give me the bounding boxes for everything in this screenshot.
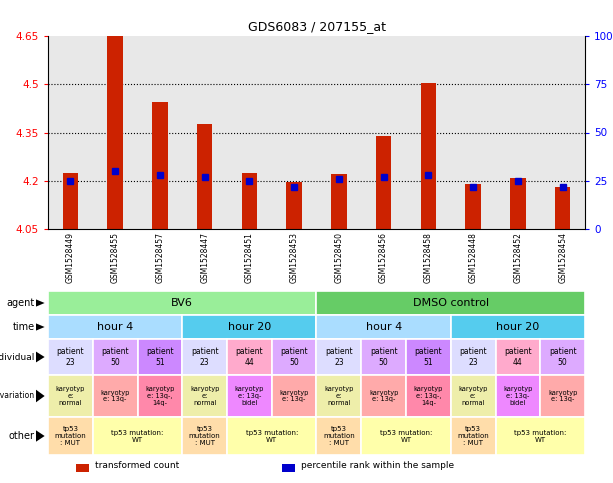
Text: tp53 mutation:
WT: tp53 mutation: WT	[246, 429, 298, 442]
Bar	[107, 36, 123, 229]
Text: karyotyp
e: 13q-,
14q-: karyotyp e: 13q-, 14q-	[145, 386, 175, 406]
Text: karyotyp
e: 13q-
bidel: karyotyp e: 13q- bidel	[235, 386, 264, 406]
Text: patient
44: patient 44	[235, 347, 263, 367]
Text: karyotyp
e:
normal: karyotyp e: normal	[459, 386, 488, 406]
Polygon shape	[36, 299, 45, 307]
Text: hour 4: hour 4	[97, 322, 133, 332]
Text: karyotyp
e: 13q-,
14q-: karyotyp e: 13q-, 14q-	[414, 386, 443, 406]
Text: DMSO control: DMSO control	[413, 298, 489, 308]
Text: tp53 mutation:
WT: tp53 mutation: WT	[380, 429, 432, 442]
Bar	[316, 36, 361, 229]
Text: hour 4: hour 4	[365, 322, 402, 332]
Bar	[227, 36, 272, 229]
Text: genotype/variation: genotype/variation	[0, 392, 34, 400]
Text: patient
50: patient 50	[370, 347, 397, 367]
Text: patient
23: patient 23	[325, 347, 352, 367]
Text: patient
44: patient 44	[504, 347, 531, 367]
Text: patient
50: patient 50	[280, 347, 308, 367]
Text: karyotyp
e: 13q-
bidel: karyotyp e: 13q- bidel	[503, 386, 533, 406]
Text: patient
23: patient 23	[56, 347, 84, 367]
Text: tp53
mutation
: MUT: tp53 mutation : MUT	[323, 426, 355, 446]
Text: karyotyp
e:
normal: karyotyp e: normal	[324, 386, 354, 406]
Text: hour 20: hour 20	[228, 322, 271, 332]
Text: karyotyp
e:
normal: karyotyp e: normal	[56, 386, 85, 406]
Polygon shape	[36, 324, 45, 330]
Text: other: other	[9, 431, 34, 441]
Text: karyotyp
e: 13q-: karyotyp e: 13q-	[369, 389, 398, 402]
Text: transformed count: transformed count	[95, 461, 179, 470]
Text: tp53 mutation:
WT: tp53 mutation: WT	[112, 429, 164, 442]
Bar	[272, 36, 316, 229]
Bar	[93, 36, 137, 229]
Bar	[465, 184, 481, 229]
Title: GDS6083 / 207155_at: GDS6083 / 207155_at	[248, 20, 386, 33]
Text: tp53 mutation:
WT: tp53 mutation: WT	[514, 429, 566, 442]
Text: karyotyp
e: 13q-: karyotyp e: 13q-	[280, 389, 309, 402]
Text: patient
51: patient 51	[146, 347, 173, 367]
Polygon shape	[36, 430, 45, 441]
Bar	[76, 464, 89, 471]
Bar	[555, 187, 571, 229]
Bar	[182, 36, 227, 229]
Bar	[282, 464, 295, 471]
Text: patient
23: patient 23	[191, 347, 218, 367]
Text: percentile rank within the sample: percentile rank within the sample	[301, 461, 454, 470]
Text: agent: agent	[6, 298, 34, 308]
Text: patient
50: patient 50	[549, 347, 576, 367]
Bar	[495, 36, 540, 229]
Bar	[152, 102, 168, 229]
Bar	[137, 36, 182, 229]
Bar	[406, 36, 451, 229]
Bar	[376, 136, 392, 229]
Bar	[451, 36, 495, 229]
Text: patient
23: patient 23	[459, 347, 487, 367]
Text: tp53
mutation
: MUT: tp53 mutation : MUT	[457, 426, 489, 446]
Text: time: time	[12, 322, 34, 332]
Bar	[421, 83, 436, 229]
Text: karyotyp
e: 13q-: karyotyp e: 13q-	[101, 389, 130, 402]
Text: hour 20: hour 20	[497, 322, 539, 332]
Text: karyotyp
e: 13q-: karyotyp e: 13q-	[548, 389, 577, 402]
Polygon shape	[36, 390, 45, 402]
Bar	[331, 174, 347, 229]
Bar	[286, 183, 302, 229]
Bar	[510, 178, 526, 229]
Bar	[242, 173, 257, 229]
Bar	[63, 173, 78, 229]
Bar	[361, 36, 406, 229]
Text: patient
50: patient 50	[101, 347, 129, 367]
Polygon shape	[36, 352, 45, 362]
Bar	[540, 36, 585, 229]
Bar	[197, 125, 213, 229]
Text: tp53
mutation
: MUT: tp53 mutation : MUT	[55, 426, 86, 446]
Text: BV6: BV6	[171, 298, 193, 308]
Text: tp53
mutation
: MUT: tp53 mutation : MUT	[189, 426, 221, 446]
Bar	[48, 36, 93, 229]
Text: karyotyp
e:
normal: karyotyp e: normal	[190, 386, 219, 406]
Text: patient
51: patient 51	[414, 347, 442, 367]
Text: individual: individual	[0, 353, 34, 361]
